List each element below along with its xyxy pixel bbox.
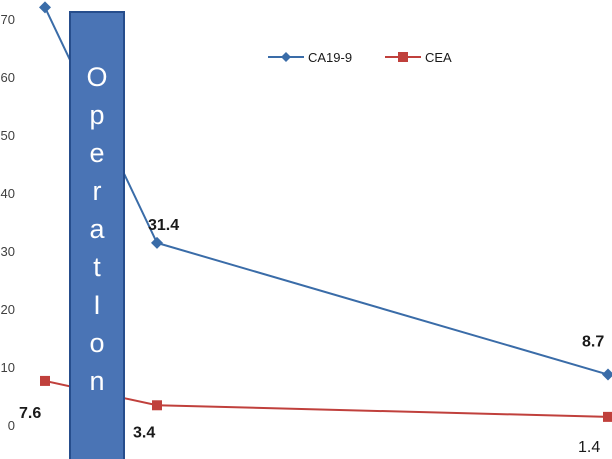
operation-letter: I	[93, 290, 101, 320]
operation-letter: O	[86, 62, 107, 92]
data-label: 3.4	[133, 424, 155, 441]
data-label: 1.4	[578, 439, 600, 456]
data-label: 8.7	[582, 334, 604, 351]
data-point	[603, 411, 612, 422]
data-label: 31.4	[148, 217, 179, 234]
legend-label: CEA	[425, 50, 452, 65]
y-tick-label: 70	[1, 12, 15, 27]
operation-letter: p	[89, 100, 104, 130]
operation-letter: a	[89, 214, 105, 244]
data-point	[152, 400, 162, 411]
data-point	[39, 1, 51, 14]
y-tick-label: 10	[1, 360, 15, 375]
y-tick-label: 30	[1, 244, 15, 259]
data-point	[602, 368, 612, 381]
operation-bar	[69, 11, 125, 459]
operation-letter: r	[93, 176, 102, 206]
operation-letter: t	[93, 252, 101, 282]
legend-marker	[281, 52, 291, 62]
y-tick-label: 50	[1, 128, 15, 143]
y-tick-label: 0	[8, 418, 15, 433]
operation-letter: o	[89, 328, 104, 358]
y-tick-label: 20	[1, 302, 15, 317]
data-labels: 31.4 8.7 7.6 3.4 1.4	[19, 217, 604, 456]
series-line-cea	[44, 379, 609, 418]
data-point	[151, 236, 163, 249]
y-axis: 0 10 20 30 40 50 60 70	[1, 12, 15, 433]
legend-marker	[398, 52, 408, 62]
legend-label: CA19-9	[308, 50, 352, 65]
data-label: 7.6	[19, 405, 41, 422]
y-tick-label: 40	[1, 186, 15, 201]
operation-letter: n	[89, 366, 104, 396]
operation-letter: e	[89, 138, 104, 168]
y-tick-label: 60	[1, 70, 15, 85]
legend: CA19-9 CEA	[268, 50, 452, 65]
data-point	[40, 375, 50, 386]
